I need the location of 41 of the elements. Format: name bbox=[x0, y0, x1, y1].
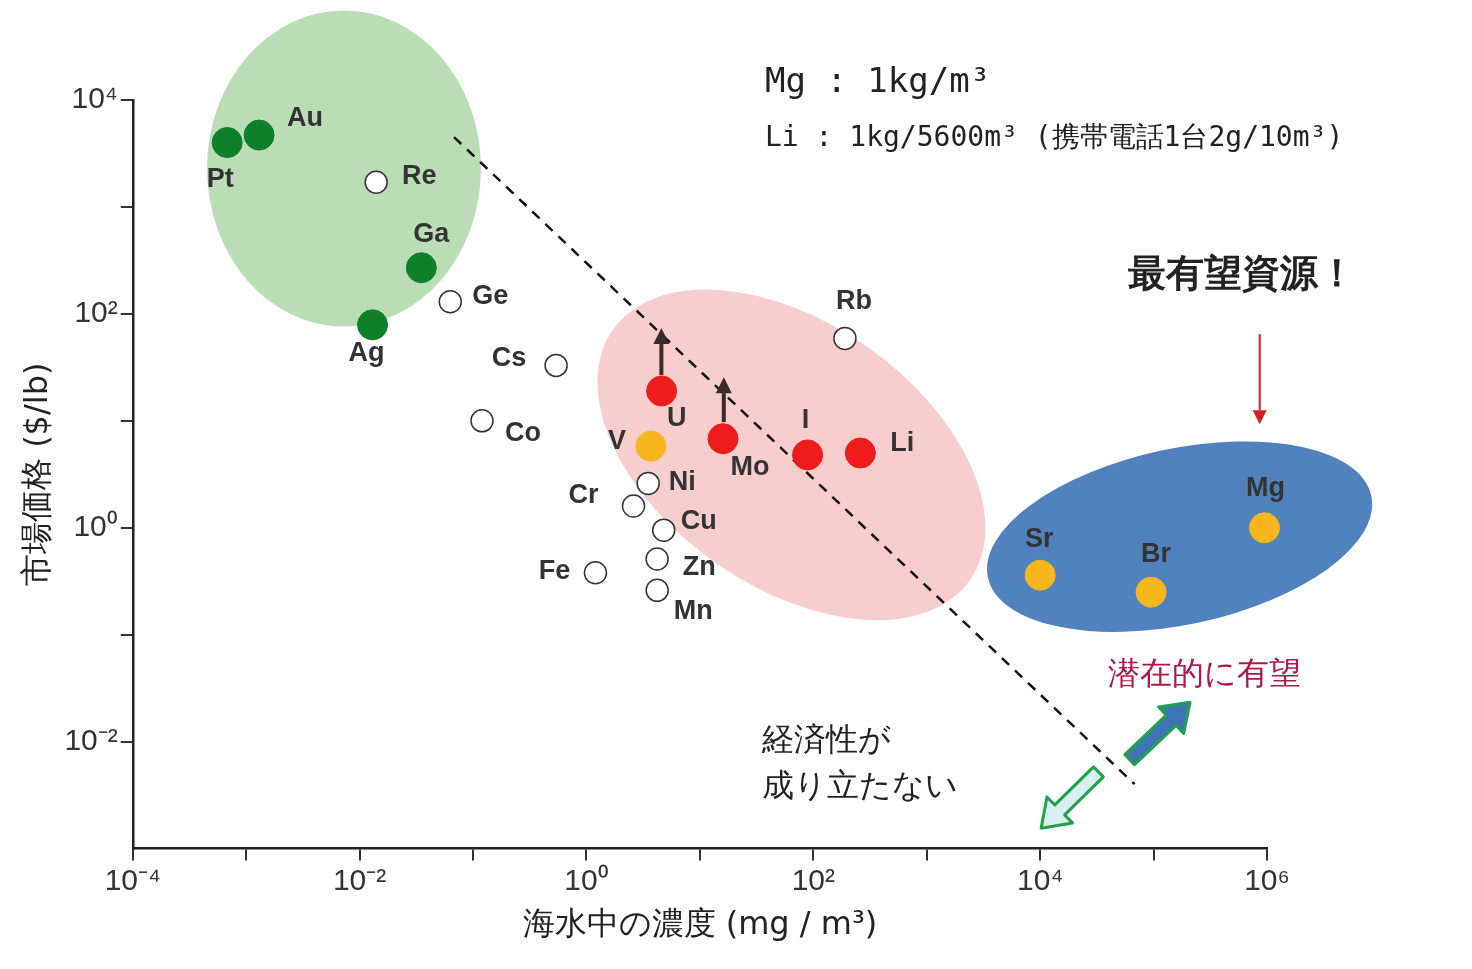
annotation: Cr bbox=[568, 479, 600, 510]
annotation: Sr bbox=[1024, 522, 1054, 553]
x-tick-label: 10⁰ bbox=[564, 862, 609, 896]
annotation: Ge bbox=[472, 280, 509, 311]
annotation: Mo bbox=[730, 451, 770, 482]
annotation: Li : 1kg/5600m³ (携帯電話1台2g/10m³) bbox=[765, 119, 1344, 155]
annotation: Mn bbox=[673, 594, 713, 625]
annotation: 潜在的に有望 bbox=[1108, 653, 1301, 694]
annotation: Co bbox=[505, 417, 542, 448]
x-tick-label: 10² bbox=[791, 862, 835, 896]
annotation: U bbox=[666, 402, 687, 433]
annotation: Re bbox=[401, 159, 437, 190]
annotation: Fe bbox=[538, 555, 571, 586]
annotation: Ag bbox=[348, 337, 385, 368]
annotation: Pt bbox=[206, 163, 234, 194]
annotation: Rb bbox=[835, 284, 872, 315]
y-tick-label: 10⁴ bbox=[71, 81, 118, 115]
annotation: V bbox=[607, 424, 626, 455]
annotation: Mg bbox=[1245, 472, 1285, 503]
annotation: Li bbox=[890, 427, 915, 458]
y-tick-label: 10⁻² bbox=[64, 722, 118, 756]
annotation: Zn bbox=[682, 551, 716, 582]
annotation: Mg : 1kg/m³ bbox=[765, 60, 991, 100]
y-axis-title: 市場価格 ($/lb) bbox=[16, 362, 55, 587]
y-tick-label: 10² bbox=[74, 295, 118, 329]
annotation: Br bbox=[1141, 537, 1172, 568]
annotation: I bbox=[801, 404, 810, 435]
annotation: 成り立たない bbox=[762, 765, 958, 806]
x-tick-label: 10⁻⁴ bbox=[104, 862, 161, 896]
annotation: Ni bbox=[668, 465, 696, 496]
annotation: Cs bbox=[491, 341, 527, 372]
x-axis-title: 海水中の濃度 (mg / m³) bbox=[522, 904, 878, 943]
annotation: Cu bbox=[680, 504, 717, 535]
annotation: 最有望資源！ bbox=[1128, 249, 1356, 297]
x-tick-label: 10⁴ bbox=[1017, 862, 1064, 896]
x-tick-label: 10⁶ bbox=[1244, 862, 1290, 896]
x-tick-label: 10⁻² bbox=[332, 862, 387, 896]
annotation: Au bbox=[287, 101, 324, 132]
y-tick-label: 10⁰ bbox=[73, 509, 118, 543]
annotation: 経済性が bbox=[762, 719, 891, 760]
annotation: Ga bbox=[413, 218, 451, 249]
